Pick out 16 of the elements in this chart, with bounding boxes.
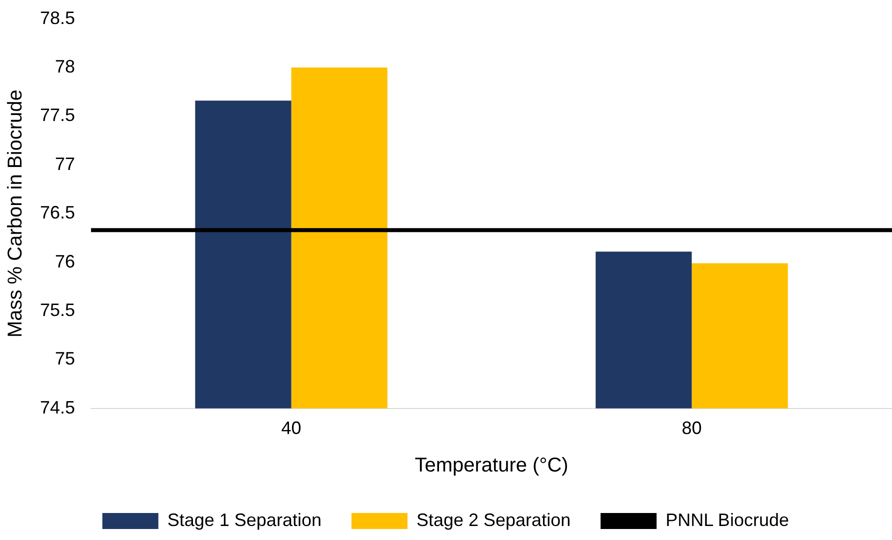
y-tick-label: 74.5 (40, 397, 76, 418)
y-tick-label: 75 (55, 348, 76, 369)
x-tick-label: 80 (682, 418, 702, 438)
legend-label: PNNL Biocrude (666, 510, 789, 530)
legend-label: Stage 1 Separation (167, 510, 322, 530)
x-tick-label: 40 (281, 418, 302, 438)
y-tick-label: 78 (55, 56, 76, 76)
y-tick-label: 78.5 (40, 8, 76, 28)
y-tick-label: 75.5 (40, 300, 76, 320)
y-tick-label: 76.5 (40, 202, 76, 223)
x-axis-title: Temperature (°C) (414, 454, 568, 477)
y-axis-title: Mass % Carbon in Biocrude (4, 90, 27, 338)
y-tick-label: 76 (55, 251, 76, 272)
legend-label: Stage 2 Separation (416, 510, 571, 530)
y-tick-label: 77 (55, 154, 76, 174)
y-tick-label: 77.5 (40, 105, 76, 126)
